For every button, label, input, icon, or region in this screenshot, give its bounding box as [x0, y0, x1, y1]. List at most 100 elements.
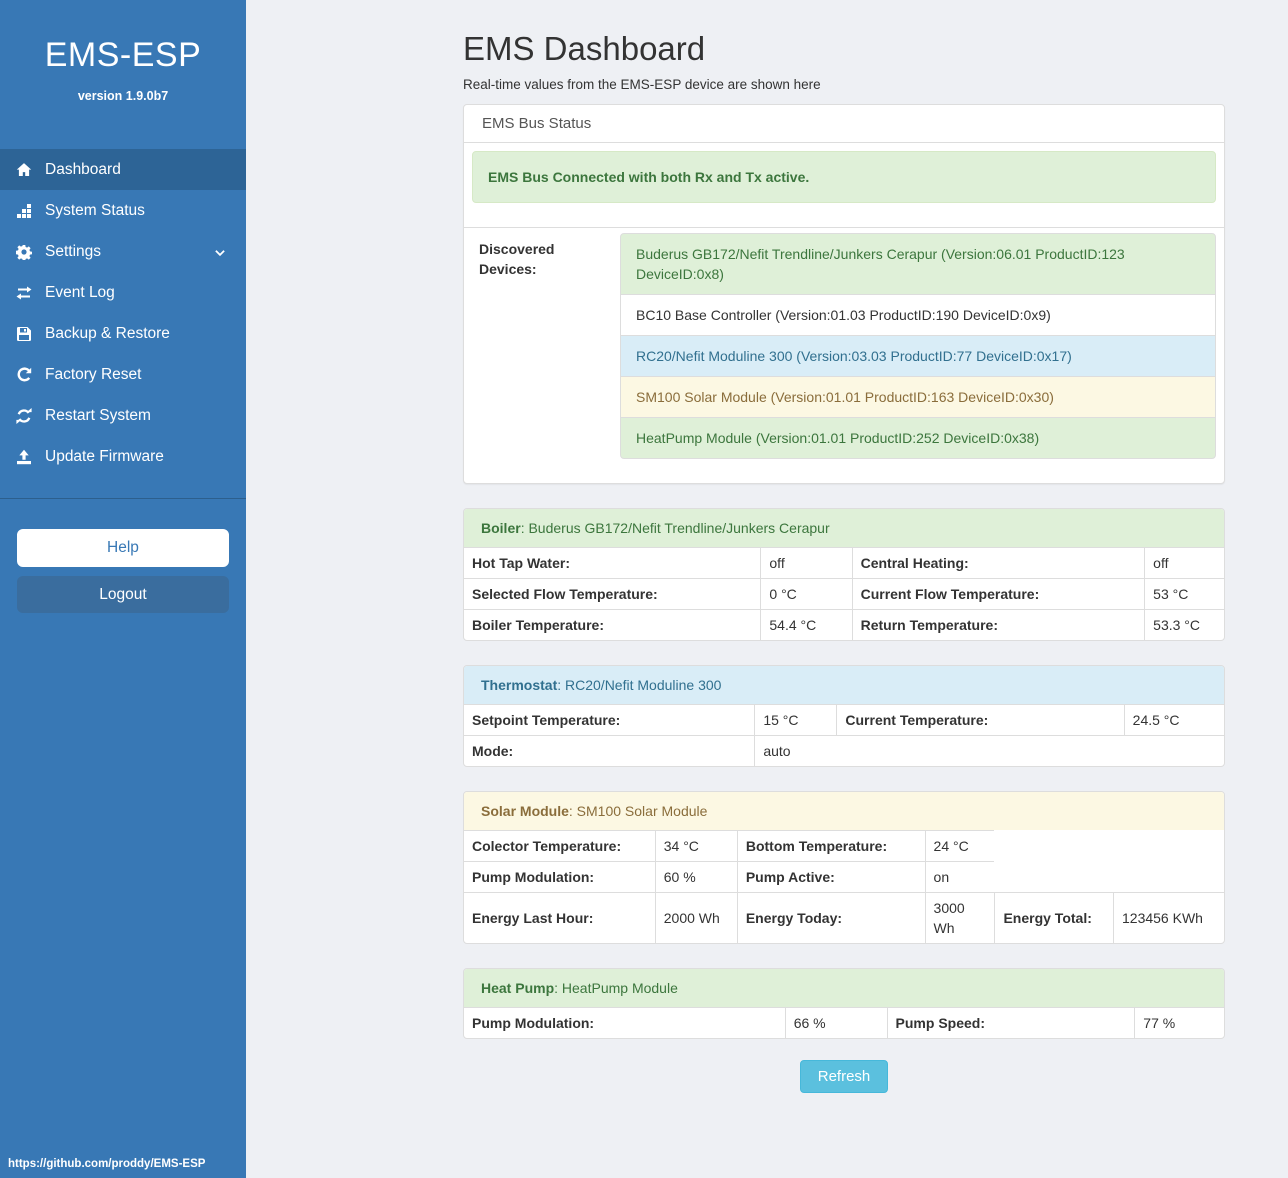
- row-value: 0 °C: [760, 578, 852, 609]
- sidebar-item-label: Settings: [45, 242, 102, 260]
- table-row: Setpoint Temperature: 15 °C Current Temper…: [464, 704, 1224, 735]
- sidebar-item-dashboard[interactable]: Dashboard: [0, 149, 246, 190]
- refresh-button[interactable]: Refresh: [799, 1060, 889, 1093]
- sidebar-item-factory-reset[interactable]: Factory Reset: [0, 354, 246, 395]
- sidebar-item-label: Restart System: [45, 406, 151, 424]
- table-header: Thermostat: RC20/Nefit Moduline 300: [464, 666, 1224, 704]
- help-button[interactable]: Help: [17, 529, 229, 567]
- row-label: Current Flow Temperature:: [851, 578, 1145, 609]
- row-value: on: [924, 861, 995, 892]
- row-value: 60 %: [654, 861, 737, 892]
- bus-status-alert: EMS Bus Connected with both Rx and Tx ac…: [472, 151, 1216, 203]
- sidebar-item-restart-system[interactable]: Restart System: [0, 395, 246, 436]
- section-device-name: : RC20/Nefit Moduline 300: [557, 677, 722, 693]
- row-value: 123456 KWh: [1113, 892, 1224, 943]
- panel-body: EMS Bus Connected with both Rx and Tx ac…: [464, 143, 1224, 483]
- sidebar-item-event-log[interactable]: Event Log: [0, 272, 246, 313]
- table-header-row: Boiler: Buderus GB172/Nefit Trendline/Ju…: [464, 509, 1224, 547]
- refresh-icon: [14, 407, 34, 424]
- main-content: EMS Dashboard Real-time values from the …: [246, 0, 1288, 1178]
- device-list-item: BC10 Base Controller (Version:01.03 Prod…: [620, 294, 1216, 336]
- thermostat-table: Thermostat: RC20/Nefit Moduline 300 Setpo…: [463, 665, 1225, 767]
- table-row: Energy Last Hour: 2000 Wh Energy Today: 300…: [464, 892, 1224, 943]
- refresh-area: Refresh: [463, 1060, 1225, 1093]
- row-label: Setpoint Temperature:: [464, 704, 755, 735]
- section-device-name: : HeatPump Module: [554, 980, 678, 996]
- row-label: Bottom Temperature:: [736, 830, 925, 861]
- discovered-devices-section: Discovered Devices: Buderus GB172/Nefit …: [464, 227, 1224, 475]
- row-value: 2000 Wh: [654, 892, 737, 943]
- table-header-row: Solar Module: SM100 Solar Module: [464, 792, 1224, 830]
- sidebar-item-backup-restore[interactable]: Backup & Restore: [0, 313, 246, 354]
- sidebar-item-update-firmware[interactable]: Update Firmware: [0, 436, 246, 477]
- row-label: Energy Last Hour:: [464, 892, 655, 943]
- table-header: Boiler: Buderus GB172/Nefit Trendline/Ju…: [464, 509, 1224, 547]
- row-label: Pump Speed:: [886, 1007, 1135, 1038]
- page-subtitle: Real-time values from the EMS-ESP device…: [463, 77, 821, 92]
- sidebar-divider: [0, 498, 246, 499]
- row-value: 53 °C: [1144, 578, 1224, 609]
- chevron-down-icon: [214, 246, 226, 258]
- sidebar-item-label: Update Firmware: [45, 447, 164, 465]
- row-value: 66 %: [784, 1007, 887, 1038]
- sidebar-item-system-status[interactable]: System Status: [0, 190, 246, 231]
- device-list-item: SM100 Solar Module (Version:01.01 Produc…: [620, 376, 1216, 418]
- app-title: EMS-ESP: [44, 36, 202, 74]
- solar-module-table: Solar Module: SM100 Solar Module Colector…: [463, 791, 1225, 944]
- save-icon: [14, 325, 34, 342]
- table-header-row: Thermostat: RC20/Nefit Moduline 300: [464, 666, 1224, 704]
- sidebar-item-label: Dashboard: [45, 160, 121, 178]
- sidebar-item-settings[interactable]: Settings: [0, 231, 246, 272]
- device-list-item: Buderus GB172/Nefit Trendline/Junkers Ce…: [620, 233, 1216, 295]
- device-sections: Boiler: Buderus GB172/Nefit Trendline/Ju…: [463, 508, 1225, 1039]
- solar-module-section: Solar Module: SM100 Solar Module Colector…: [463, 791, 1225, 944]
- row-value: off: [1144, 547, 1224, 578]
- table-header: Solar Module: SM100 Solar Module: [464, 792, 1224, 830]
- row-label: Selected Flow Temperature:: [464, 578, 761, 609]
- device-list-item: HeatPump Module (Version:01.01 ProductID…: [620, 417, 1216, 459]
- logout-button[interactable]: Logout: [17, 576, 229, 613]
- home-icon: [14, 161, 34, 178]
- row-label: Central Heating:: [851, 547, 1145, 578]
- sidebar-item-label: System Status: [45, 201, 145, 219]
- row-label: Mode:: [464, 735, 755, 766]
- row-value: 53.3 °C: [1144, 609, 1224, 640]
- table-row: Mode: auto: [464, 735, 1224, 766]
- sidebar-nav: Dashboard System Status Settings Event Log B…: [0, 149, 246, 477]
- gear-icon: [14, 243, 34, 260]
- section-device-name: : SM100 Solar Module: [568, 803, 708, 819]
- row-label: Energy Total:: [994, 892, 1113, 943]
- row-label: Return Temperature:: [851, 609, 1145, 640]
- section-title: Solar Module: [481, 803, 569, 819]
- row-label: Energy Today:: [736, 892, 925, 943]
- row-label: Hot Tap Water:: [464, 547, 761, 578]
- row-value: 77 %: [1134, 1007, 1224, 1038]
- row-label: Boiler Temperature:: [464, 609, 761, 640]
- row-value: 24.5 °C: [1123, 704, 1224, 735]
- github-url: https://github.com/proddy/EMS-ESP: [8, 1158, 206, 1170]
- row-value: 34 °C: [654, 830, 737, 861]
- table-header: Heat Pump: HeatPump Module: [464, 969, 1224, 1007]
- heat-pump-section: Heat Pump: HeatPump Module Pump Modulatio…: [463, 968, 1225, 1039]
- device-list-item: RC20/Nefit Moduline 300 (Version:03.03 P…: [620, 335, 1216, 377]
- sidebar-item-label: Factory Reset: [45, 365, 142, 383]
- table-row: Hot Tap Water: off Central Heating: off: [464, 547, 1224, 578]
- table-row: Pump Modulation: 66 % Pump Speed: 77 %: [464, 1007, 1224, 1038]
- row-value: 24 °C: [924, 830, 995, 861]
- sidebar-item-label: Event Log: [45, 283, 115, 301]
- row-label: Pump Modulation:: [464, 1007, 785, 1038]
- thermostat-section: Thermostat: RC20/Nefit Moduline 300 Setpo…: [463, 665, 1225, 767]
- rotate-icon: [14, 366, 34, 383]
- row-value: off: [760, 547, 852, 578]
- section-title: Heat Pump: [481, 980, 555, 996]
- panel-heading: EMS Bus Status: [464, 105, 1224, 143]
- sidebar: EMS-ESP version 1.9.0b7 Dashboard System …: [0, 0, 246, 1178]
- row-value: 54.4 °C: [760, 609, 852, 640]
- section-device-name: : Buderus GB172/Nefit Trendline/Junkers …: [520, 520, 830, 536]
- row-value: auto: [754, 735, 1224, 766]
- table-row: Boiler Temperature: 54.4 °C Return Tempera…: [464, 609, 1224, 640]
- row-value: 15 °C: [754, 704, 837, 735]
- table-row: Selected Flow Temperature: 0 °C Current Fl…: [464, 578, 1224, 609]
- device-list: Buderus GB172/Nefit Trendline/Junkers Ce…: [620, 233, 1216, 459]
- row-label: Pump Active:: [736, 861, 925, 892]
